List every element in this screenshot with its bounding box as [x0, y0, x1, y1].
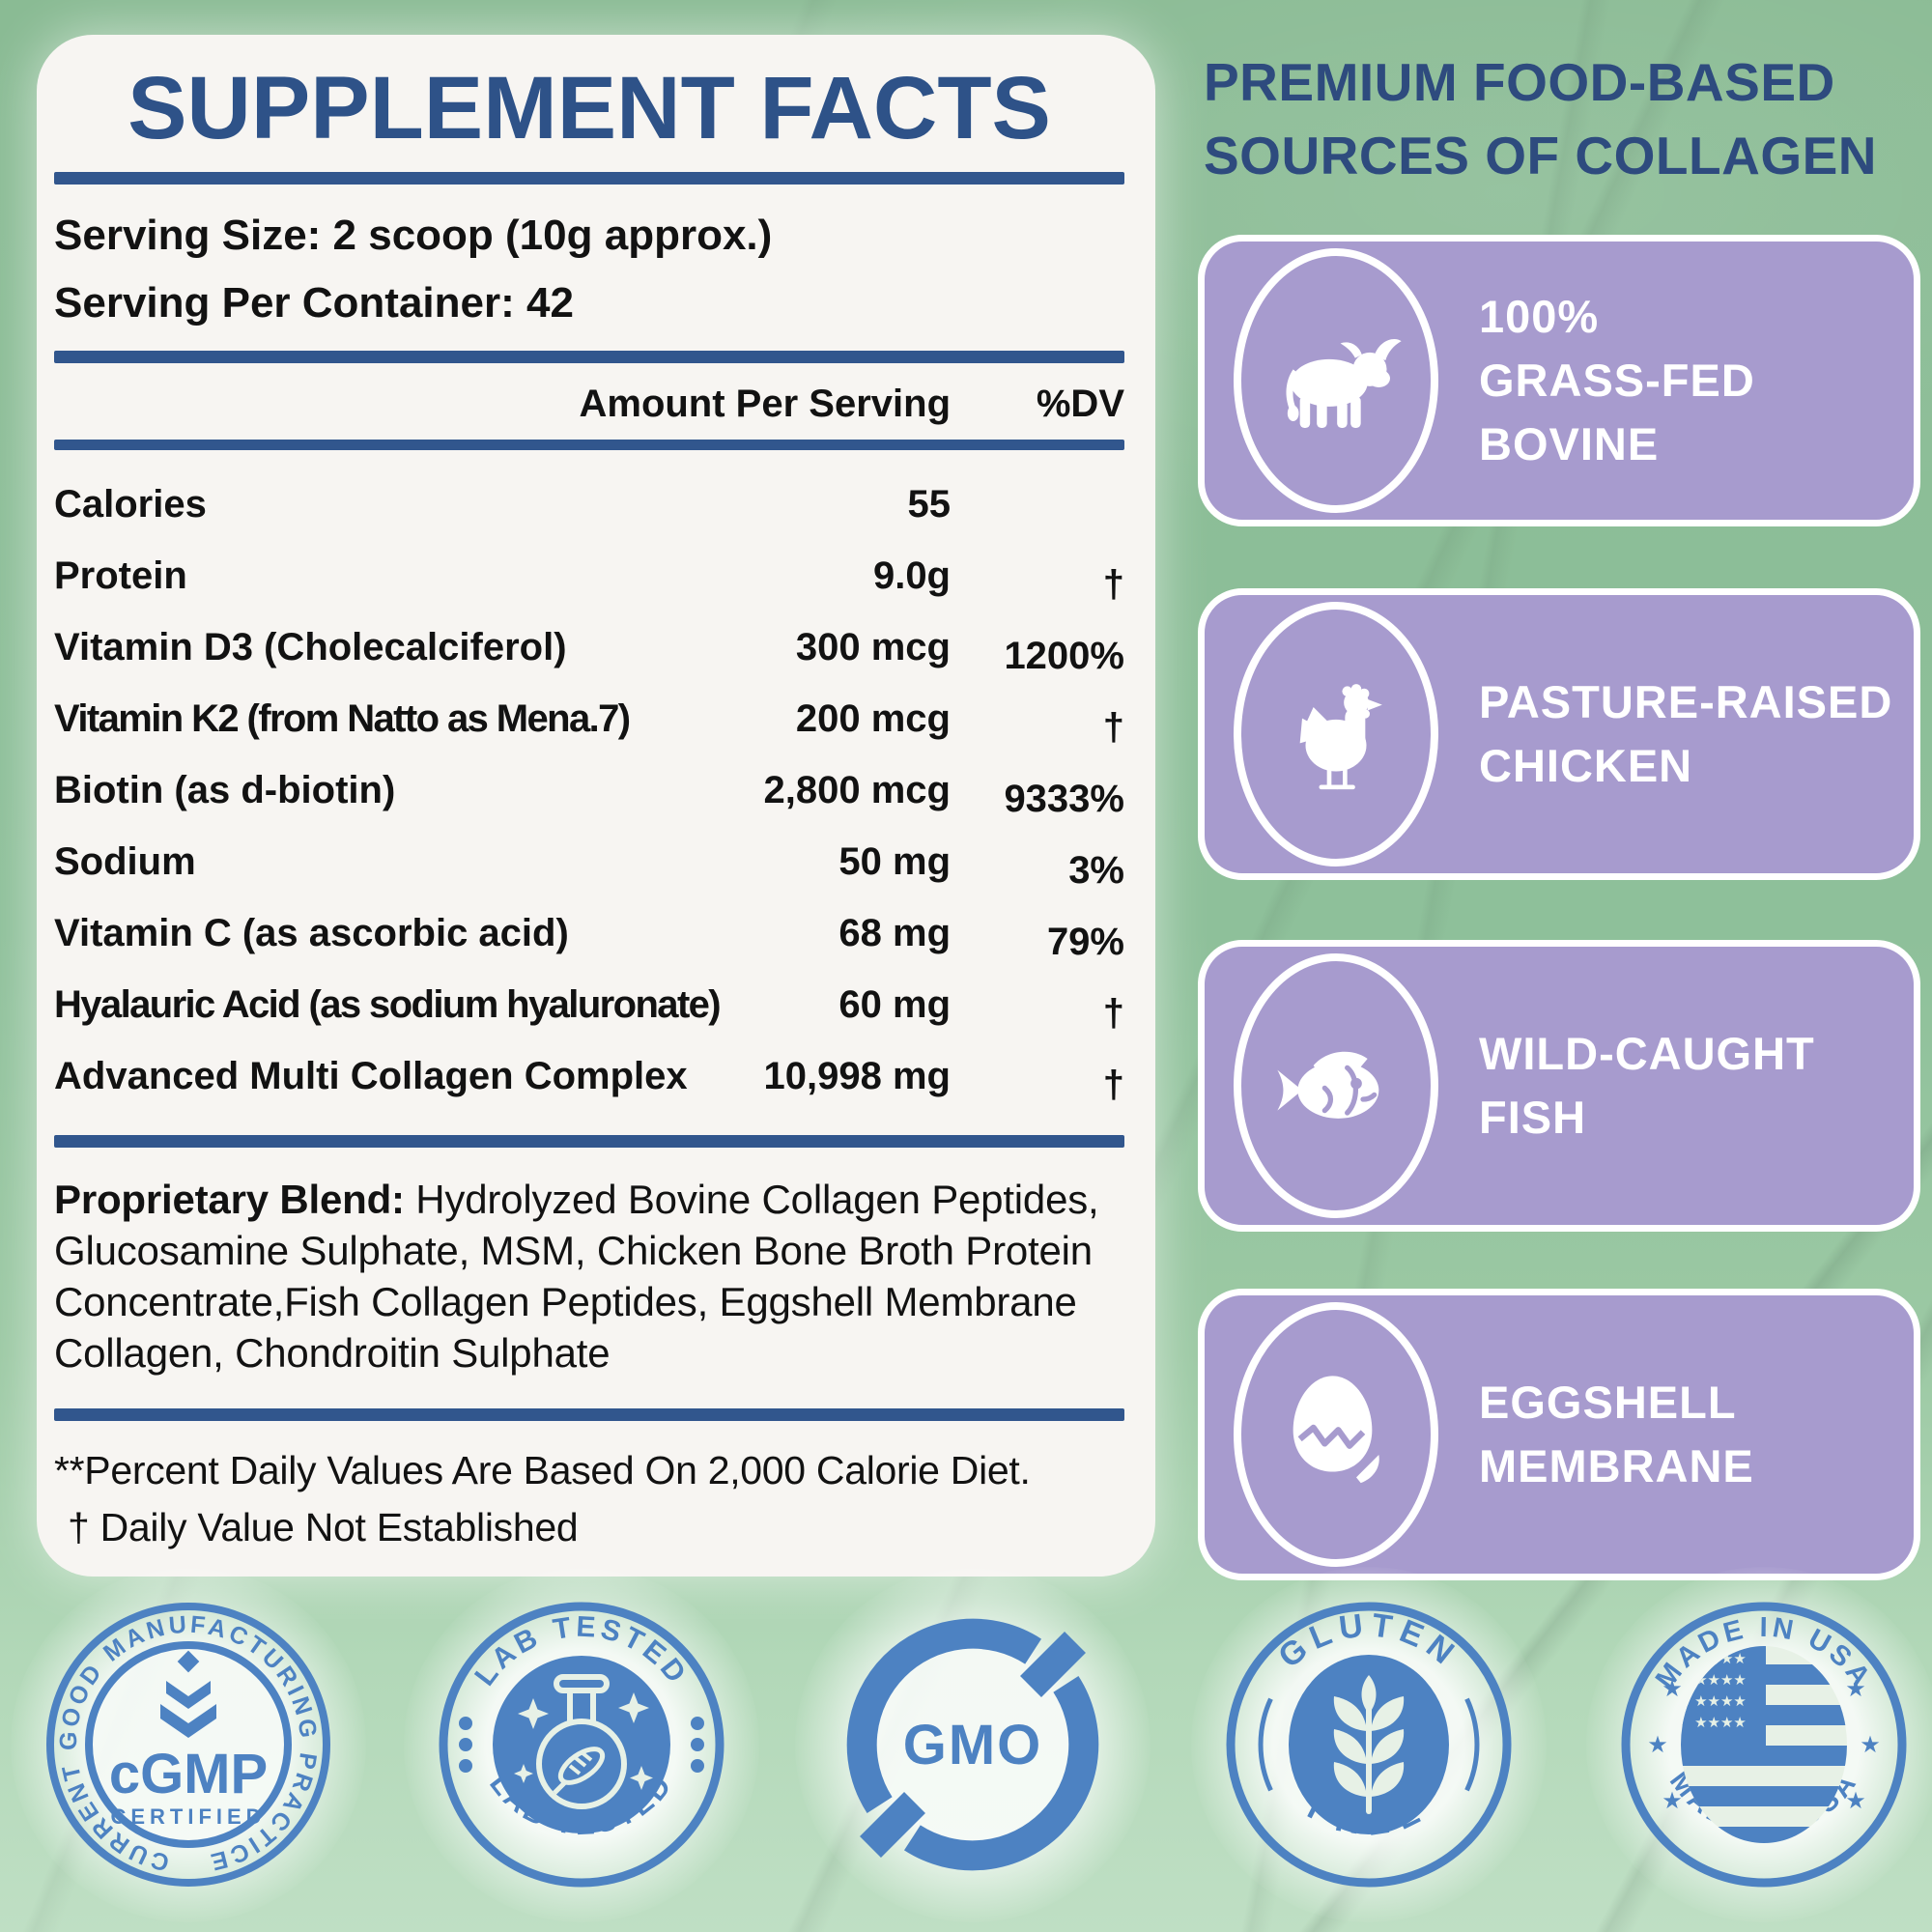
wheat-icon [1333, 1675, 1405, 1814]
svg-text:★★★★: ★★★★ [1694, 1714, 1747, 1731]
table-header: Amount Per Serving %DV [54, 383, 1124, 426]
card-label: PASTURE-RAISED CHICKEN [1479, 676, 1893, 791]
serving-per-container: Serving Per Container: 42 [54, 279, 574, 327]
table-row: Vitamin C (as ascorbic acid) 68 mg 79% [54, 912, 1124, 963]
table-row: Vitamin D3 (Cholecalciferol) 300 mcg 120… [54, 626, 1124, 677]
sources-heading: PREMIUM FOOD-BASED SOURCES OF COLLAGEN [1204, 52, 1878, 185]
cgmp-certified-badge: CURRENT GOOD MANUFACTURING PRACTICE cGMP… [11, 1567, 366, 1922]
svg-text:★: ★ [1860, 1731, 1881, 1758]
chicken-icon [1234, 602, 1438, 867]
us-flag: ★★★★ ★★★★ ★★★★ ★★★★ [1681, 1646, 1847, 1843]
column-amount-per-serving: Amount Per Serving [579, 383, 951, 425]
dots-decoration [459, 1717, 704, 1773]
certified-text: CERTIFIED [110, 1804, 266, 1829]
dv-footnote: **Percent Daily Values Are Based On 2,00… [54, 1447, 1031, 1492]
made-in-usa-badge: MADE IN USA MADE IN USA ★★★ ★★★ ★★★★ [1586, 1567, 1932, 1922]
flask-icon [536, 1674, 627, 1809]
svg-text:★: ★ [1662, 1675, 1683, 1702]
cgmp-text: cGMP [109, 1743, 268, 1805]
svg-text:★: ★ [1845, 1675, 1866, 1702]
non-gmo-badge: GMO [795, 1567, 1151, 1922]
ring-stars: ★ ★ ★ ★ ★ ★ [1647, 1675, 1881, 1814]
svg-text:★: ★ [1662, 1787, 1683, 1814]
card-label: 100% GRASS-FED BOVINE [1479, 291, 1755, 469]
proprietary-blend: Proprietary Blend: Hydrolyzed Bovine Col… [54, 1177, 1099, 1376]
divider [54, 1407, 1124, 1421]
divider [54, 1135, 1124, 1148]
divider [54, 351, 1124, 363]
card-label: EGGSHELL MEMBRANE [1479, 1377, 1754, 1492]
gluten-free-badge: GLUTEN FREE [1191, 1567, 1547, 1922]
source-card-bovine: 100% GRASS-FED BOVINE [1198, 235, 1920, 526]
fish-icon [1234, 953, 1438, 1218]
bull-icon [1234, 248, 1438, 513]
source-card-chicken: PASTURE-RAISED CHICKEN [1198, 588, 1920, 880]
table-row: Protein 9.0g † [54, 554, 1124, 606]
table-row: Vitamin K2 (from Natto as Mena.7) 200 mc… [54, 697, 1124, 749]
table-row: Biotin (as d-biotin) 2,800 mcg 9333% [54, 769, 1124, 820]
table-row: Advanced Multi Collagen Complex 10,998 m… [54, 1055, 1124, 1106]
table-row: Hyalauric Acid (as sodium hyaluronate) 6… [54, 983, 1124, 1035]
panel-title: SUPPLEMENT FACTS [128, 59, 1051, 157]
serving-size: Serving Size: 2 scoop (10g approx.) [54, 212, 773, 259]
svg-text:★★★★: ★★★★ [1694, 1692, 1747, 1710]
source-card-fish: WILD-CAUGHT FISH [1198, 940, 1920, 1232]
svg-text:★: ★ [1845, 1787, 1866, 1814]
supplement-facts-panel: SUPPLEMENT FACTS Serving Size: 2 scoop (… [37, 35, 1155, 1577]
egg-icon [1234, 1302, 1438, 1567]
svg-text:★★★★: ★★★★ [1694, 1671, 1747, 1689]
checkmark-chevron-icon [160, 1650, 216, 1738]
divider [54, 172, 1124, 185]
dagger-footnote: † Daily Value Not Established [68, 1504, 579, 1549]
card-label: WILD-CAUGHT FISH [1479, 1028, 1815, 1143]
lab-tested-badge: LAB TESTED LAB TESTED [404, 1567, 759, 1922]
sparkle-icons [514, 1692, 653, 1790]
divider [54, 440, 1124, 450]
column-dv: %DV [1036, 383, 1124, 425]
source-card-eggshell: EGGSHELL MEMBRANE [1198, 1289, 1920, 1580]
gmo-text: GMO [903, 1714, 1043, 1776]
table-row: Sodium 50 mg 3% [54, 840, 1124, 892]
table-row: Calories 55 [54, 483, 951, 526]
svg-text:★: ★ [1647, 1731, 1668, 1758]
